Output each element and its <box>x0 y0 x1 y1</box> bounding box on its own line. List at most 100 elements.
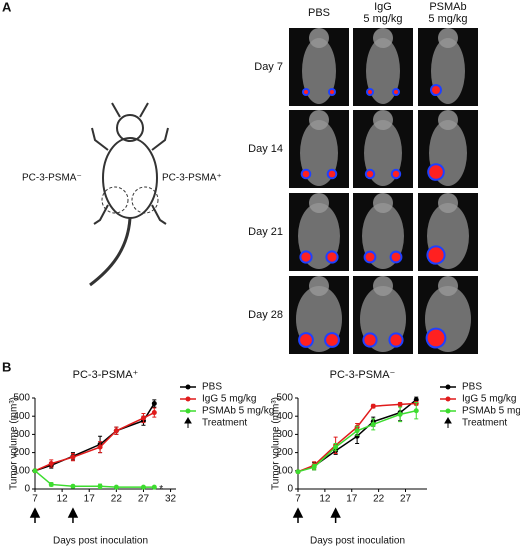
data-point <box>70 483 76 489</box>
data-point <box>70 454 76 460</box>
data-point <box>140 484 146 490</box>
treatment-arrow <box>67 507 79 523</box>
legend-label: Treatment <box>462 418 507 429</box>
mouse-head <box>438 276 458 296</box>
x-axis-label: Days post inoculation <box>310 536 405 547</box>
mouse-head <box>373 276 393 296</box>
signal <box>300 334 312 346</box>
y-tick-label: 200 <box>276 447 293 458</box>
data-point <box>48 481 54 487</box>
data-point <box>97 483 103 489</box>
signal <box>368 90 372 94</box>
data-point <box>151 410 157 416</box>
data-point <box>140 415 146 421</box>
signal <box>304 90 308 94</box>
mouse-head <box>309 276 329 296</box>
y-tick-label: 100 <box>13 465 30 476</box>
diagram-label: PC-3-PSMA⁺ <box>162 173 222 184</box>
data-point <box>151 484 157 490</box>
data-point <box>295 469 301 475</box>
legend-label: PSMAb 5 mg/kg <box>202 406 274 417</box>
legend-label: IgG 5 mg/kg <box>462 394 516 405</box>
signal <box>427 329 445 347</box>
legend-marker <box>185 408 191 414</box>
y-tick-label: 500 <box>276 393 293 404</box>
x-tick-label: 27 <box>138 494 150 505</box>
data-point <box>151 400 157 406</box>
treatment-arrow <box>29 507 41 523</box>
mouse-body <box>302 38 336 104</box>
data-point <box>311 464 317 470</box>
y-tick-label: 300 <box>13 429 30 440</box>
treatment-arrow <box>292 507 304 523</box>
annotation: * <box>159 484 163 495</box>
data-point <box>113 484 119 490</box>
mouse-diagram <box>89 102 169 287</box>
y-axis-label: Tumor volume (mm³) <box>271 397 282 490</box>
signal <box>429 165 443 179</box>
column-header: IgG <box>374 1 392 13</box>
y-tick-label: 400 <box>276 411 293 422</box>
signal <box>328 170 336 178</box>
mouse-head <box>373 193 393 213</box>
legend-arrow <box>184 417 192 428</box>
mouse-head <box>373 110 393 130</box>
y-tick-label: 100 <box>276 465 293 476</box>
x-tick-label: 17 <box>346 494 358 505</box>
legend-marker <box>185 396 191 402</box>
mouse-head <box>438 193 458 213</box>
signal <box>327 252 337 262</box>
signal <box>364 334 376 346</box>
x-tick-label: 7 <box>32 494 38 505</box>
column-header: 5 mg/kg <box>428 13 467 25</box>
mouse-head <box>438 110 458 130</box>
legend-marker <box>185 384 191 390</box>
data-point <box>413 408 419 414</box>
legend-label: PBS <box>462 382 482 393</box>
column-header: 5 mg/kg <box>363 13 402 25</box>
data-point <box>113 428 119 434</box>
series-line <box>34 403 155 472</box>
legend-label: PSMAb 5 mg/kg <box>462 406 520 417</box>
mouse-head <box>373 28 393 48</box>
data-point <box>32 468 38 474</box>
chart-title: PC-3-PSMA⁻ <box>330 369 396 381</box>
row-label: Day 21 <box>248 226 283 238</box>
x-tick-label: 22 <box>373 494 385 505</box>
y-tick-label: 300 <box>276 429 293 440</box>
x-tick-label: 27 <box>400 494 412 505</box>
y-tick-label: 200 <box>13 447 30 458</box>
signal <box>302 170 310 178</box>
x-tick-label: 22 <box>111 494 123 505</box>
y-tick-label: 0 <box>287 484 293 495</box>
data-point <box>370 403 376 409</box>
signal <box>365 252 375 262</box>
legend-marker <box>445 396 451 402</box>
x-tick-label: 12 <box>319 494 331 505</box>
signal <box>394 90 398 94</box>
column-header: PBS <box>308 7 330 19</box>
signal <box>390 334 402 346</box>
mouse-head <box>438 28 458 48</box>
data-point <box>333 444 339 450</box>
mouse-body <box>366 38 400 104</box>
signal <box>366 170 374 178</box>
column-header: PSMAb <box>429 1 466 13</box>
legend-label: PBS <box>202 382 222 393</box>
signal <box>432 86 440 94</box>
signal <box>428 247 444 263</box>
row-label: Day 14 <box>248 143 283 155</box>
legend-label: Treatment <box>202 418 247 429</box>
signal <box>330 90 334 94</box>
x-axis-label: Days post inoculation <box>53 536 148 547</box>
row-label: Day 28 <box>248 309 283 321</box>
data-point <box>413 397 419 403</box>
mouse-head <box>309 193 329 213</box>
data-point <box>370 421 376 427</box>
mouse-body <box>364 120 402 186</box>
data-point <box>97 444 103 450</box>
signal <box>326 334 338 346</box>
data-point <box>354 428 360 434</box>
legend-label: IgG 5 mg/kg <box>202 394 256 405</box>
